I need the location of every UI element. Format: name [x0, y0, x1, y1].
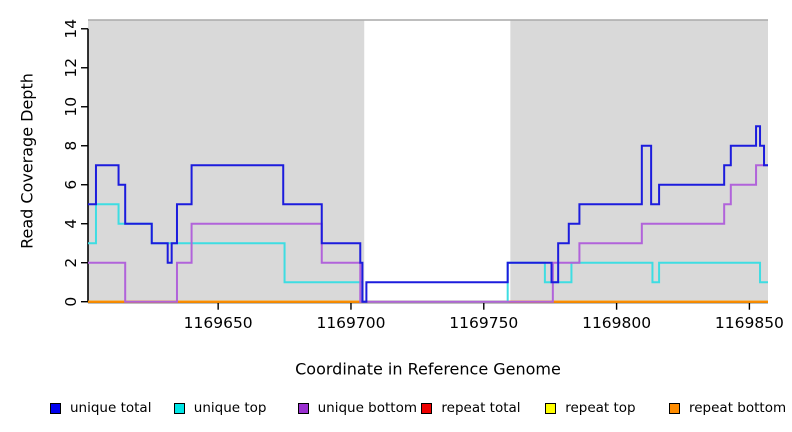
- y-tick-label: 2: [62, 258, 80, 268]
- y-tick-label: 12: [62, 58, 80, 78]
- legend-item-repeat-bottom: repeat bottom: [669, 399, 786, 417]
- shaded-region-1: [510, 20, 768, 304]
- x-axis-label: Coordinate in Reference Genome: [295, 359, 561, 379]
- legend-label-repeat-top: repeat top: [565, 400, 636, 416]
- legend-swatch-unique-bottom: [297, 402, 309, 414]
- legend-item-unique-total: unique total: [50, 399, 151, 417]
- legend: unique total unique top unique bottom repea…: [0, 399, 792, 421]
- shaded-region-0: [88, 20, 365, 304]
- y-tick-label: 10: [62, 97, 80, 117]
- y-tick-label: 6: [62, 180, 80, 190]
- legend-item-unique-top: unique top: [173, 399, 267, 417]
- x-tick-label: 1169650: [184, 314, 253, 332]
- legend-swatch-repeat-total: [421, 402, 433, 414]
- y-axis-label: Read Coverage Depth: [17, 73, 37, 249]
- legend-label-repeat-bottom: repeat bottom: [689, 400, 787, 416]
- legend-label-unique-bottom: unique bottom: [317, 400, 418, 416]
- series-unique-total-line: [88, 125, 768, 303]
- legend-swatch-repeat-top: [545, 402, 557, 414]
- legend-item-unique-bottom: unique bottom: [297, 399, 418, 417]
- y-tick-label: 14: [62, 19, 80, 39]
- x-tick-label: 1169750: [449, 314, 518, 332]
- y-tick-label: 4: [62, 219, 80, 229]
- legend-swatch-unique-top: [173, 402, 185, 414]
- legend-swatch-repeat-bottom: [669, 402, 680, 414]
- x-tick-label: 1169850: [715, 314, 784, 332]
- x-tick-label: 1169700: [316, 314, 385, 332]
- legend-label-unique-top: unique top: [193, 400, 267, 416]
- y-tick-label: 0: [62, 297, 80, 307]
- legend-swatch-unique-total: [50, 402, 61, 414]
- legend-label-unique-total: unique total: [70, 400, 152, 416]
- legend-item-repeat-top: repeat top: [545, 399, 636, 417]
- y-tick-label: 8: [62, 141, 80, 151]
- legend-label-repeat-total: repeat total: [441, 400, 521, 416]
- legend-item-repeat-total: repeat total: [421, 399, 521, 417]
- x-tick-label: 1169800: [582, 314, 651, 332]
- coverage-plot: 0 2 4 6 8 10 12 14 1169650 1169700 1169750 1169800 1…: [62, 19, 784, 332]
